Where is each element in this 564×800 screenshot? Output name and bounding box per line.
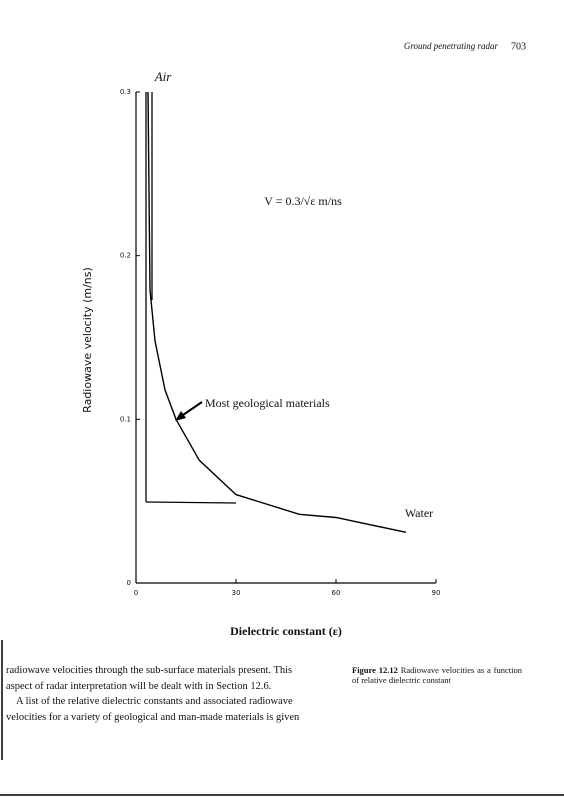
bracket-line [145, 501, 237, 504]
figure-caption: Figure 12.12 Radiowave velocities as a f… [352, 665, 522, 685]
y-tick-label: 0.1 [120, 415, 131, 423]
body-line: aspect of radar interpretation will be d… [6, 680, 272, 692]
caption-label: Figure 12.12 [352, 665, 398, 675]
annotation: V = 0.3/√ε m/ns [264, 194, 342, 208]
body-line: radiowave velocities through the sub-sur… [6, 665, 293, 676]
annotation: Water [405, 506, 433, 520]
x-axis-label: Dielectric constant (ε) [230, 624, 342, 638]
curve [147, 91, 407, 533]
page-number: 703 [511, 41, 526, 52]
y-axis-label: Radiowave velocity (m/ns) [81, 267, 94, 413]
y-tick-label: 0.3 [120, 88, 131, 96]
y-tick-label: 0.2 [120, 252, 131, 260]
x-tick-label: 90 [432, 589, 441, 597]
x-tick-label: 60 [332, 589, 341, 597]
body-line: velocities for a variety of geological a… [6, 711, 300, 723]
y-tick-label: 0 [127, 579, 131, 587]
x-tick-label: 30 [232, 589, 241, 597]
x-tick-label: 0 [134, 589, 138, 597]
annotation: Air [154, 69, 173, 84]
arrow-head [175, 411, 186, 421]
running-title: Ground penetrating radar [404, 41, 499, 51]
annotation: Most geological materials [205, 396, 330, 410]
body-line: A list of the relative dielectric consta… [16, 696, 293, 707]
caption-text: Radiowave velocities as a function of re… [352, 665, 522, 685]
arrow-shaft [179, 401, 203, 418]
